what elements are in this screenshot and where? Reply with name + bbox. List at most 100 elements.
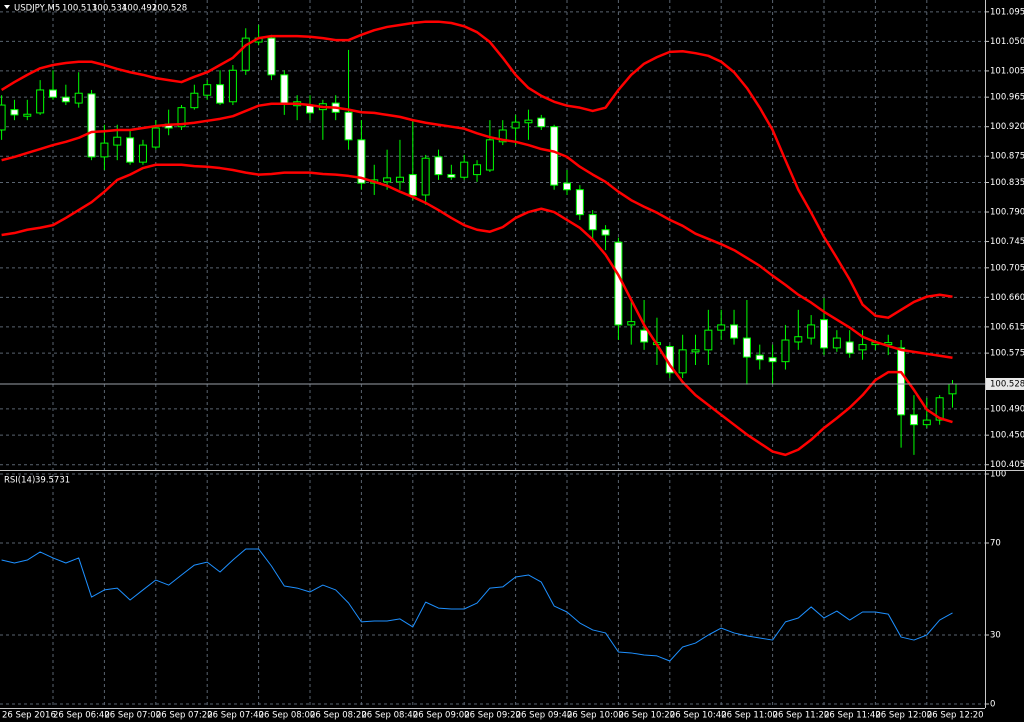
x-tick-label: 26 Sep 09:20 bbox=[464, 711, 521, 721]
candle-body bbox=[730, 324, 739, 339]
candle-body bbox=[216, 84, 225, 104]
candle-body bbox=[640, 329, 649, 343]
y-tick-label: 0 bbox=[990, 700, 995, 710]
series-line bbox=[1, 163, 953, 457]
candle-body bbox=[473, 164, 482, 176]
candle-body bbox=[498, 129, 507, 143]
y-tick-label: 101.005 bbox=[990, 66, 1024, 76]
candle-body bbox=[383, 177, 392, 183]
x-tick-label: 26 Sep 10:00 bbox=[567, 711, 624, 721]
candle-body bbox=[742, 337, 751, 358]
candle-body bbox=[691, 349, 700, 353]
y-tick-label: 100.615 bbox=[990, 322, 1024, 332]
series-line bbox=[1, 102, 953, 359]
y-tick-label: 100.405 bbox=[990, 460, 1024, 470]
header-close: 100.528 bbox=[152, 4, 187, 14]
y-tick-label: 70 bbox=[990, 539, 1001, 549]
header-high: 100.534 bbox=[92, 4, 127, 14]
x-tick-label: 26 Sep 10:40 bbox=[670, 711, 727, 721]
candle-body bbox=[832, 337, 841, 349]
candle-body bbox=[704, 329, 713, 351]
candle-body bbox=[228, 69, 237, 103]
candle-body bbox=[151, 127, 160, 148]
candle-body bbox=[74, 92, 83, 104]
y-tick-label: 100.920 bbox=[990, 122, 1024, 132]
candle-body bbox=[614, 241, 623, 326]
candle-body bbox=[588, 214, 597, 231]
candle-body bbox=[0, 104, 6, 131]
symbol-menu-icon[interactable] bbox=[4, 5, 10, 9]
y-tick-label: 100 bbox=[990, 470, 1006, 480]
x-tick-label: 26 Sep 12:00 bbox=[875, 711, 932, 721]
candle-body bbox=[717, 324, 726, 331]
candle-body bbox=[421, 157, 430, 196]
x-tick-label: 26 Sep 07:40 bbox=[207, 711, 264, 721]
y-tick-label: 100.660 bbox=[990, 293, 1024, 303]
candle-body bbox=[100, 142, 109, 158]
y-tick-label: 101.095 bbox=[990, 7, 1024, 17]
candle-body bbox=[755, 354, 764, 361]
current-price-label: 100.528 bbox=[990, 379, 1024, 389]
candle-body bbox=[627, 321, 636, 326]
candle-body bbox=[138, 144, 147, 163]
candle-body bbox=[190, 92, 199, 109]
candle-body bbox=[23, 113, 32, 117]
candle-body bbox=[781, 339, 790, 363]
header-open: 100.513 bbox=[62, 4, 97, 14]
indicator-title: RSI(14) bbox=[4, 476, 35, 486]
candle-body bbox=[10, 109, 19, 116]
y-tick-label: 100.490 bbox=[990, 404, 1024, 414]
x-tick-label: 26 Sep 09:00 bbox=[413, 711, 470, 721]
x-tick-label: 26 Sep 2016 bbox=[2, 711, 56, 721]
candle-body bbox=[241, 37, 250, 71]
candle-body bbox=[357, 139, 366, 184]
candle-body bbox=[280, 74, 289, 104]
candle-body bbox=[909, 414, 918, 426]
candle-body bbox=[922, 419, 931, 426]
candle-body bbox=[550, 126, 559, 186]
candle-body bbox=[408, 174, 417, 197]
candle-body bbox=[447, 174, 456, 178]
candle-body bbox=[845, 341, 854, 354]
x-tick-label: 26 Sep 10:20 bbox=[618, 711, 675, 721]
candle-body bbox=[807, 324, 816, 339]
candle-body bbox=[948, 383, 957, 395]
series-line bbox=[0, 20, 953, 319]
candle-body bbox=[563, 182, 571, 191]
candle-body bbox=[49, 89, 57, 98]
x-tick-label: 26 Sep 06:40 bbox=[53, 711, 110, 721]
y-tick-label: 100.575 bbox=[990, 349, 1024, 359]
candle-body bbox=[61, 96, 70, 103]
candle-body bbox=[768, 357, 777, 363]
candle-body bbox=[460, 161, 469, 178]
candle-body bbox=[601, 229, 610, 236]
candle-body bbox=[177, 107, 186, 128]
candle-body bbox=[126, 137, 135, 163]
y-tick-label: 100.450 bbox=[990, 431, 1024, 441]
y-tick-label: 100.835 bbox=[990, 178, 1024, 188]
y-tick-label: 101.050 bbox=[990, 37, 1024, 47]
series-line bbox=[1, 548, 953, 662]
x-tick-label: 26 Sep 08:00 bbox=[259, 711, 316, 721]
y-tick-label: 30 bbox=[990, 631, 1001, 641]
candle-body bbox=[858, 344, 867, 351]
candle-body bbox=[511, 121, 520, 129]
x-tick-label: 26 Sep 11:40 bbox=[824, 711, 881, 721]
current-price-box bbox=[986, 377, 1024, 390]
chart-title: USDJPY,M5 bbox=[14, 4, 60, 14]
y-tick-label: 100.705 bbox=[990, 263, 1024, 273]
x-tick-label: 26 Sep 08:20 bbox=[310, 711, 367, 721]
indicator-value: 39.5731 bbox=[35, 476, 70, 486]
x-tick-label: 26 Sep 07:00 bbox=[104, 711, 161, 721]
y-tick-label: 100.875 bbox=[990, 152, 1024, 162]
candle-body bbox=[897, 347, 906, 416]
candle-body bbox=[485, 139, 494, 171]
candle-body bbox=[537, 117, 546, 128]
candle-body bbox=[820, 319, 828, 349]
candle-body bbox=[678, 349, 687, 374]
header-low: 100.492 bbox=[122, 4, 157, 14]
candle-body bbox=[935, 397, 944, 421]
